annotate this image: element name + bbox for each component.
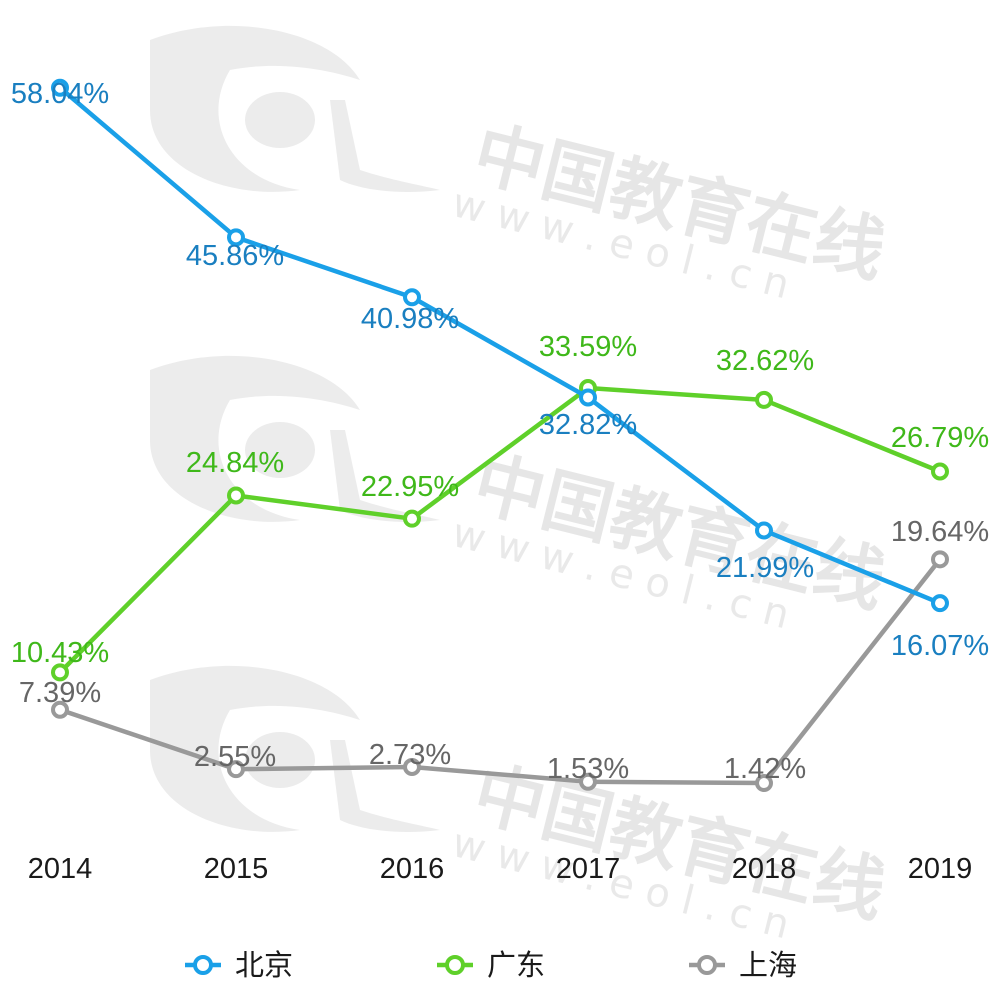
x-tick-label: 2017 <box>556 853 621 885</box>
data-label: 1.42% <box>724 753 806 785</box>
watermark-logo <box>150 355 360 522</box>
watermark-logo <box>150 25 360 192</box>
watermark-logo <box>330 100 440 192</box>
data-label: 1.53% <box>547 753 629 785</box>
watermark-logo <box>245 422 315 478</box>
data-point <box>51 78 69 97</box>
data-label: 10.43% <box>11 637 109 669</box>
data-label: 21.99% <box>716 552 814 584</box>
watermark-logo <box>245 92 315 148</box>
data-label: 33.59% <box>539 331 637 363</box>
data-point <box>51 663 69 682</box>
series-line-2 <box>59 557 942 786</box>
data-label: 2.55% <box>194 741 276 773</box>
legend-item[interactable]: 广东 <box>437 949 545 982</box>
data-label: 32.62% <box>716 345 814 377</box>
data-label: 40.98% <box>361 303 459 335</box>
data-point <box>755 390 773 409</box>
data-point <box>51 700 69 719</box>
data-label: 22.95% <box>361 471 459 503</box>
legend-label: 广东 <box>487 949 545 982</box>
data-point <box>403 757 421 776</box>
data-point <box>403 509 421 528</box>
data-label: 24.84% <box>186 447 284 479</box>
data-point <box>755 774 773 793</box>
data-point <box>931 594 949 613</box>
data-point <box>227 228 245 247</box>
data-point <box>579 388 597 407</box>
legend-marker <box>193 955 213 975</box>
x-axis: 2014 2015 2016 2017 2018 2019 <box>28 853 973 885</box>
watermark-logo <box>245 732 315 788</box>
legend-label: 上海 <box>739 949 797 982</box>
x-tick-label: 2019 <box>908 853 973 885</box>
data-point <box>931 462 949 481</box>
legend-item[interactable]: 上海 <box>689 949 797 982</box>
series-line-0 <box>58 86 941 606</box>
data-point <box>227 486 245 505</box>
watermark-logo <box>330 430 440 522</box>
data-label: 32.82% <box>539 409 637 441</box>
data-point <box>579 772 597 791</box>
data-point <box>227 760 245 779</box>
data-label: 2.73% <box>369 739 451 771</box>
data-label: 26.79% <box>891 422 989 454</box>
data-label: 58.04% <box>11 78 109 110</box>
series-line-1 <box>58 385 941 675</box>
data-point <box>755 521 773 540</box>
legend-item[interactable]: 北京 <box>185 949 293 982</box>
x-tick-label: 2014 <box>28 853 93 885</box>
x-tick-label: 2018 <box>732 853 797 885</box>
x-tick-label: 2015 <box>204 853 269 885</box>
legend-label: 北京 <box>235 949 293 982</box>
data-label: 19.64% <box>891 516 989 548</box>
series-lines <box>51 78 949 793</box>
legend-marker <box>445 955 465 975</box>
watermark-logo <box>330 740 440 832</box>
data-label: 16.07% <box>891 630 989 662</box>
data-point <box>403 288 421 307</box>
data-label: 7.39% <box>19 677 101 709</box>
legend: 北京 广东 上海 <box>185 949 797 982</box>
legend-marker <box>697 955 717 975</box>
data-labels: 58.04% 45.86% 40.98% 32.82% 21.99% 16.07% 10.4… <box>11 78 989 785</box>
data-point <box>931 550 949 569</box>
watermark-logo <box>150 665 360 832</box>
x-tick-label: 2016 <box>380 853 445 885</box>
data-label: 45.86% <box>186 240 284 272</box>
